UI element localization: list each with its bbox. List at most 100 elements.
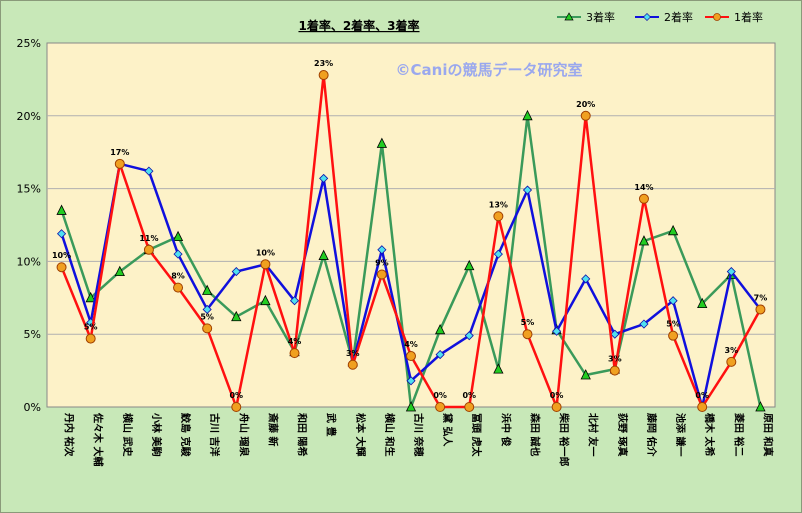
data-label: 4% [288, 337, 302, 346]
data-point [376, 137, 388, 148]
data-point [697, 297, 708, 309]
data-point [580, 110, 591, 121]
data-point [56, 204, 67, 215]
data-point [464, 259, 475, 271]
data-point [435, 402, 446, 412]
data-point [231, 310, 242, 322]
x-tick-label: 原田 和真 [761, 413, 774, 456]
data-point [143, 244, 154, 255]
x-tick-label: 池添 謙一 [674, 413, 687, 456]
data-point [202, 323, 213, 334]
data-point [668, 296, 678, 306]
data-point [173, 249, 183, 259]
x-tick-label: 古川 吉洋 [208, 413, 221, 456]
data-point [522, 109, 533, 121]
data-point [319, 173, 329, 183]
data-label: 11% [139, 234, 158, 243]
data-point [464, 402, 475, 412]
x-axis-ticks: 丹内 祐次 佐々木 大輔 横山 武史 小林 美駒 鮫島 克駿 古川 吉洋 舟山 瑠泉 斎藤 新… [63, 412, 775, 466]
data-point [114, 265, 125, 276]
data-label: 0% [462, 391, 476, 400]
data-point [434, 323, 446, 335]
data-label: 8% [171, 272, 185, 281]
watermark-text: ©Caniの競馬データ研究室 [396, 61, 583, 79]
data-label: 10% [52, 251, 71, 260]
data-point [56, 262, 67, 273]
data-label: 3% [346, 349, 360, 358]
data-point [318, 70, 329, 81]
data-point [406, 376, 416, 386]
data-point [580, 369, 591, 380]
data-point [376, 269, 387, 280]
legend-marker [713, 13, 721, 21]
y-tick-label: 20% [17, 110, 41, 123]
data-point [493, 363, 504, 374]
data-label: 5% [84, 323, 98, 332]
data-point [755, 304, 766, 315]
data-label: 5% [521, 318, 535, 327]
x-tick-label: 舟山 瑠泉 [237, 413, 250, 457]
x-tick-label: 菱田 裕二 [732, 413, 745, 456]
data-point [202, 284, 213, 295]
data-point [289, 296, 300, 306]
data-point [551, 402, 562, 412]
x-tick-label: 古川 奈穂 [412, 413, 425, 456]
data-label: 13% [489, 200, 508, 209]
data-point [493, 249, 503, 259]
data-label: 20% [576, 100, 595, 109]
legend-entry: 1着率 [734, 10, 763, 24]
data-label: 23% [314, 59, 333, 68]
data-label: 9% [375, 259, 389, 268]
data-point [581, 274, 591, 284]
data-point [231, 267, 241, 277]
data-point [172, 230, 184, 242]
data-point [522, 185, 533, 195]
data-label: 0% [229, 391, 243, 400]
x-tick-label: 柴田 裕一郎 [558, 412, 571, 466]
x-tick-label: 藤岡 佑介 [645, 413, 658, 457]
data-point [347, 359, 358, 370]
legend-entry: 3着率 [586, 10, 615, 24]
x-tick-label: 荻野 琢真 [616, 413, 629, 456]
x-tick-label: 和田 陽希 [296, 412, 309, 456]
data-point [406, 351, 416, 362]
data-label: 3% [725, 346, 739, 355]
data-label: 0% [695, 391, 709, 400]
data-point [260, 259, 271, 270]
x-tick-label: 北村 友一 [587, 413, 600, 456]
data-point [639, 319, 649, 329]
data-label: 0% [433, 391, 447, 400]
data-label: 5% [200, 312, 214, 321]
legend-marker [643, 13, 651, 21]
x-tick-label: 佐々木 大輔 [92, 412, 105, 466]
data-point [726, 267, 736, 277]
data-point [638, 193, 649, 204]
data-point [144, 166, 154, 176]
data-point [755, 401, 766, 412]
data-point [667, 224, 679, 236]
legend-marker [564, 12, 574, 21]
data-point [231, 402, 242, 412]
data-point [173, 282, 184, 293]
data-point [405, 401, 417, 412]
data-label: 0% [550, 391, 564, 400]
data-label: 10% [256, 248, 275, 257]
legend-entry: 2着率 [664, 10, 693, 24]
x-tick-label: 橋木 太希 [703, 413, 716, 456]
x-tick-label: 斎藤 新 [266, 413, 279, 446]
y-tick-label: 0% [24, 401, 41, 414]
grid-lines [47, 115, 775, 335]
data-point [289, 348, 300, 359]
data-point [318, 249, 329, 260]
data-point [609, 365, 620, 376]
data-point [377, 245, 387, 255]
series-layer [56, 70, 766, 412]
y-tick-label: 5% [24, 328, 41, 341]
x-tick-label: 浜中 俊 [499, 413, 512, 446]
legend: 3着率 2着率 1着率 [557, 10, 763, 24]
x-tick-label: 横山 武史 [121, 413, 134, 457]
x-tick-label: 横山 和生 [383, 413, 396, 456]
x-tick-label: 松本 大輝 [354, 413, 367, 456]
